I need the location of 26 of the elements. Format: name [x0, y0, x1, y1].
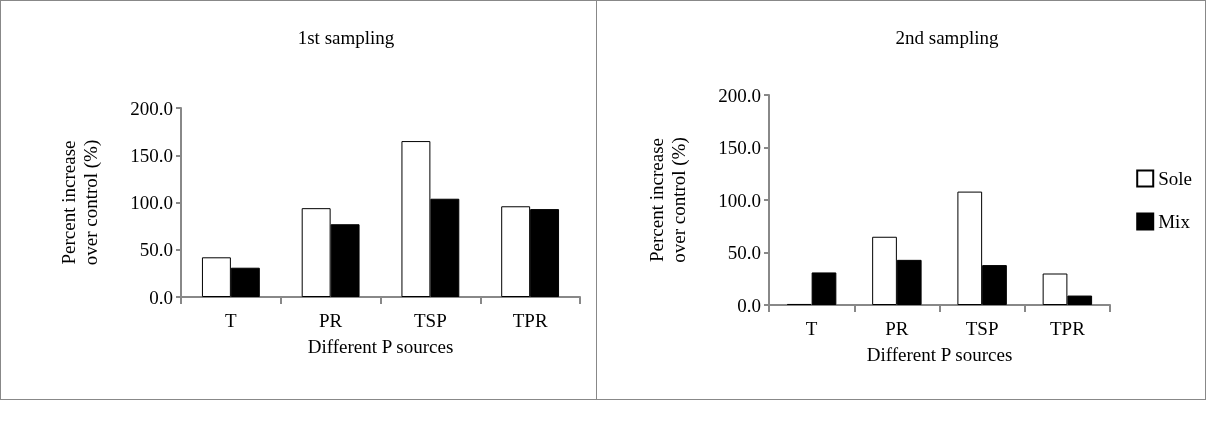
- x-tick-label: PR: [885, 318, 909, 339]
- x-tick-label: T: [805, 318, 818, 339]
- y-axis-title: Percent increase over control (%): [57, 139, 102, 266]
- x-tick-label: TSP: [414, 310, 447, 331]
- chart-title: 2nd sampling: [895, 27, 999, 48]
- x-tick-label: TPR: [1049, 318, 1086, 339]
- y-tick-label: 50.0: [139, 239, 173, 261]
- x-axis-title: Different P sources: [866, 344, 1013, 365]
- y-tick-label: 200.0: [130, 97, 173, 119]
- legend-label: Mix: [1158, 211, 1191, 232]
- x-tick-label: TPR: [512, 310, 548, 331]
- y-tick-label: 0.0: [149, 286, 173, 308]
- chart-title: 1st sampling: [297, 27, 395, 48]
- y-tick-label: 50.0: [727, 242, 761, 263]
- y-tick-label: 200.0: [718, 84, 761, 106]
- x-tick-label: PR: [319, 310, 343, 331]
- x-tick-label: TSP: [965, 318, 999, 339]
- y-tick-label: 100.0: [718, 189, 761, 211]
- y-axis-title: Percent increase over control (%): [645, 137, 690, 263]
- y-tick-label: 150.0: [718, 137, 761, 158]
- legend-label: Sole: [1158, 168, 1192, 189]
- y-tick-label: 150.0: [130, 144, 173, 166]
- y-tick-label: 100.0: [130, 192, 173, 213]
- x-tick-label: T: [225, 310, 238, 331]
- y-tick-label: 0.0: [737, 294, 761, 316]
- x-axis-title: Different P sources: [307, 336, 454, 357]
